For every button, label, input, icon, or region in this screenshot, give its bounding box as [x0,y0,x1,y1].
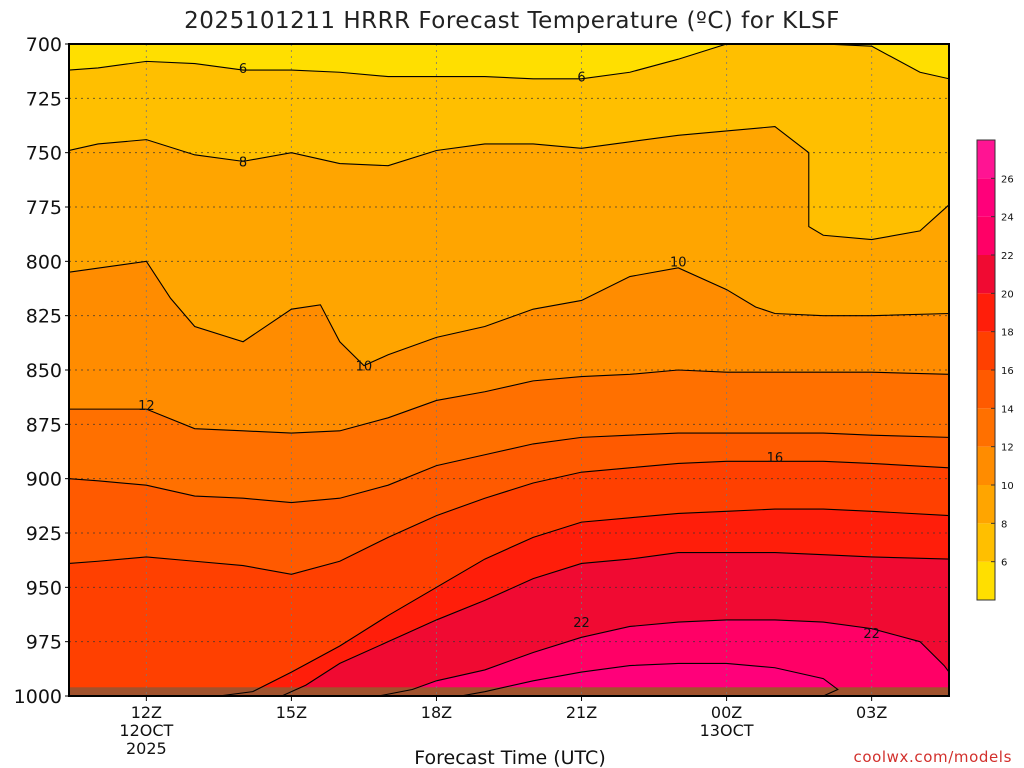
colorbar-swatch [977,485,995,524]
colorbar-tick-label: 26 [1001,174,1014,185]
contour-label: 10 [356,360,373,375]
y-tick-label: 975 [26,632,62,654]
y-tick-label: 750 [26,143,62,165]
contour-line-10 [69,260,949,367]
colorbar-tick-label: 6 [1001,558,1007,569]
contour-line-24 [460,662,839,696]
x-tick-label: 21Z [566,703,597,722]
colorbar-swatch [977,370,995,409]
x-axis-label: Forecast Time (UTC) [414,747,605,768]
contour-line-22 [378,619,949,696]
colorbar-tick-label: 8 [1001,519,1007,530]
colorbar-swatch [977,446,995,485]
colorbar-tick-label: 20 [1001,289,1014,300]
chart-title: 2025101211 HRRR Forecast Temperature (ºC… [184,8,840,34]
y-tick-label: 875 [26,414,62,436]
y-tick-label: 775 [26,197,62,219]
contour-line-20 [281,552,949,696]
colorbar-tick-label: 16 [1001,366,1014,377]
contour-line-8 [69,126,949,241]
contour-label: 16 [767,451,784,466]
credit-link[interactable]: coolwx.com/models [854,748,1013,766]
contour-label: 8 [239,155,247,170]
x-tick-sublabel: 12OCT [119,721,173,740]
colorbar-tick-label: 12 [1001,443,1014,454]
y-tick-label: 925 [26,523,62,545]
contour-line-16 [69,460,949,575]
y-tick-label: 1000 [14,686,62,708]
y-tick-label: 700 [26,34,62,56]
y-tick-label: 800 [26,251,62,273]
y-tick-label: 725 [26,88,62,110]
x-tick-label: 03Z [856,703,887,722]
contour-label: 6 [577,71,585,86]
colorbar-swatch [977,561,995,600]
y-axis-ticks: 700 725 750 775 800 825 850 875 900 925 950 975 1000 [14,34,69,708]
colorbar-tick-label: 22 [1001,251,1014,262]
contour-line-14 [69,432,949,504]
colorbar-swatch [977,408,995,447]
contour-label: 6 [239,62,247,77]
y-tick-label: 900 [26,469,62,491]
contour-label: 22 [573,616,590,631]
colorbar: 6 8 10 12 14 16 18 20 22 24 26 [976,139,1014,601]
colorbar-swatch [977,216,995,255]
plot-area [69,44,949,696]
x-tick-label: 18Z [421,703,452,722]
colorbar-swatch [977,331,995,370]
contour-label: 10 [670,255,687,270]
colorbar-tick-label: 24 [1001,213,1014,224]
colorbar-tick-label: 10 [1001,481,1014,492]
x-tick-sublabel: 13OCT [700,721,754,740]
ground-surface [69,687,949,696]
temperature-fills [69,44,949,696]
contour-label: 12 [138,399,155,414]
contour-line-12 [69,369,949,434]
colorbar-swatch [977,255,995,294]
y-tick-label: 825 [26,306,62,328]
x-tick-label: 00Z [711,703,742,722]
contour-line-6 [69,44,949,80]
colorbar-swatch [977,293,995,332]
colorbar-tick-label: 18 [1001,328,1014,339]
contour-label: 22 [863,627,880,642]
x-tick-sublabel: 2025 [126,739,167,758]
ground-strip [69,687,949,696]
contour-lines [69,44,949,696]
colorbar-swatch [977,523,995,562]
colorbar-swatch [977,178,995,217]
colorbar-swatch [977,140,995,179]
x-tick-label: 15Z [276,703,307,722]
x-tick-label: 12Z [131,703,162,722]
contour-labels: 6 6 8 10 10 12 16 22 22 [138,62,880,642]
y-tick-label: 850 [26,360,62,382]
contour-line-18 [122,508,949,696]
y-tick-label: 950 [26,577,62,599]
colorbar-tick-label: 14 [1001,404,1014,415]
